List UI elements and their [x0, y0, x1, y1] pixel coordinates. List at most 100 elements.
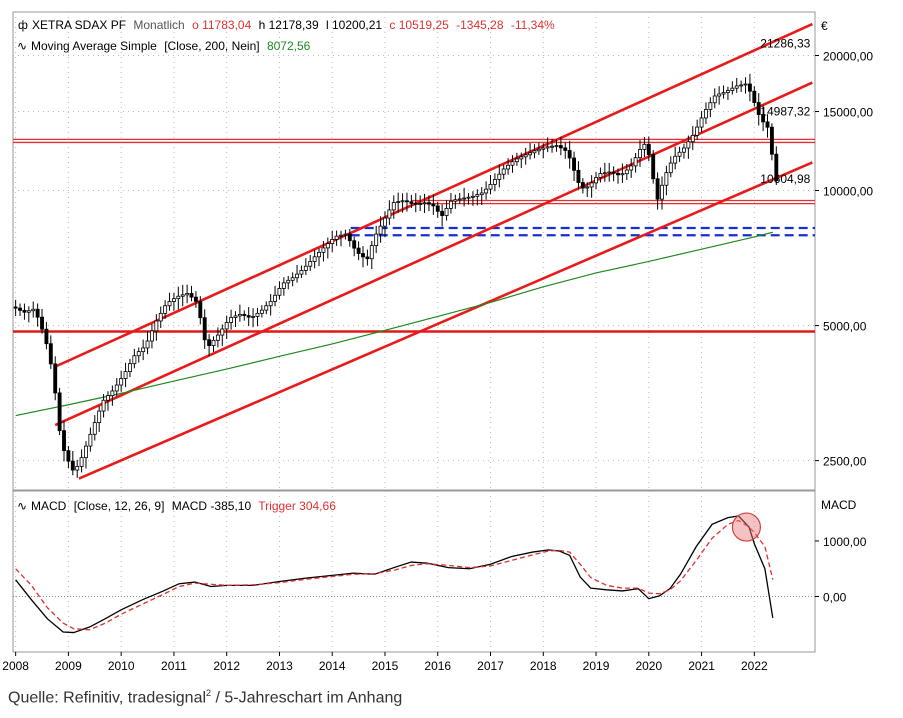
legend-ma-params: [Close, 200, Nein] [164, 39, 259, 53]
candle-body [220, 328, 225, 336]
candle-body [664, 172, 669, 186]
candle-body [57, 392, 62, 432]
candle-body [365, 256, 370, 260]
candle-body [769, 126, 774, 155]
candle-body [62, 430, 66, 452]
price-y-tick-label: 15000,00 [823, 106, 873, 120]
candle-body [352, 240, 357, 249]
candle-body [712, 95, 717, 104]
candle-body [321, 247, 326, 253]
source-caption: Quelle: Refinitiv, tradesignal2 / 5-Jahr… [8, 688, 402, 707]
currency-label: € [821, 19, 828, 33]
candle-body [246, 315, 251, 318]
candle-body [251, 315, 256, 318]
candle-body [523, 154, 528, 158]
price-y-tick-label: 5000,00 [823, 320, 867, 334]
candle-body [435, 205, 440, 212]
price-candles [13, 73, 779, 478]
x-tick-label: 2014 [319, 659, 346, 673]
x-tick-label: 2008 [2, 659, 29, 673]
x-tick-label: 2015 [372, 659, 399, 673]
channel-line [54, 81, 813, 427]
legend-close: c 10519,25 [389, 18, 449, 32]
candle-body [189, 293, 194, 298]
ma-legend-icon: ∿ [17, 39, 27, 53]
channel-line [78, 161, 813, 480]
candle-body [484, 188, 489, 194]
level-annotation: 10604,98 [760, 172, 810, 186]
x-tick-label: 2010 [108, 659, 135, 673]
legend-instrument: XETRA SDAX PF [32, 18, 126, 32]
candle-body [704, 109, 708, 119]
candle-body [255, 312, 260, 317]
candle-body [290, 277, 295, 281]
candle-body [18, 307, 22, 311]
price-horizontal-lines [13, 138, 815, 333]
candle-body [369, 245, 374, 260]
candle-body [132, 355, 137, 365]
candle-body [259, 309, 264, 314]
candle-body [690, 134, 695, 143]
candle-body [536, 148, 541, 152]
candle-body [497, 173, 502, 180]
candle-body [514, 158, 519, 163]
candle-body [405, 200, 409, 203]
candle-body [717, 93, 722, 97]
candle-body [739, 84, 744, 87]
candle-body [171, 298, 176, 302]
candle-body [114, 384, 119, 392]
candle-body [229, 317, 234, 323]
candle-body [532, 150, 537, 154]
x-tick-label: 2011 [161, 659, 187, 673]
candle-body [646, 143, 651, 155]
candle-body [567, 150, 572, 159]
candle-body [242, 313, 247, 317]
candle-body [585, 186, 590, 189]
candle-body [418, 203, 423, 205]
candle-body [308, 261, 313, 267]
candle-body [638, 149, 642, 159]
candle-body [273, 294, 277, 302]
candle-body [594, 177, 598, 184]
legend-change-pct: -11,34% [511, 18, 555, 32]
candle-body [466, 196, 471, 199]
legend-ma-value: 8072,56 [267, 39, 311, 53]
candle-body [747, 83, 752, 92]
candle-body [268, 300, 273, 307]
svg-text:XETRA SDAX PF Monatlich: XETRA SDAX PF Monatlich o 11783,04 h 121… [32, 18, 555, 32]
candle-body [488, 183, 493, 190]
candle-body [756, 102, 761, 115]
candle-body [176, 295, 181, 300]
candle-body [70, 460, 75, 471]
candle-body [730, 87, 735, 91]
candle-body [519, 156, 524, 160]
candle-body [668, 162, 673, 174]
candle-body [444, 207, 449, 216]
x-tick-label: 2022 [741, 659, 768, 673]
candle-body [413, 203, 418, 205]
x-tick-label: 2016 [424, 659, 451, 673]
macd-legend-value: MACD -385,10 [172, 499, 252, 513]
candle-body [286, 279, 291, 284]
candle-body [26, 310, 31, 313]
candle-body [563, 147, 568, 151]
candle-body [31, 308, 36, 312]
candle-body [528, 152, 533, 156]
moving-average-line [15, 231, 773, 417]
candle-body [743, 83, 748, 86]
x-axis: 2008 2009 2010 2011 2012 2013 2014 2015 2016 2017… [2, 652, 768, 673]
candle-body [673, 155, 678, 164]
candle-body [237, 313, 242, 317]
candle-body [448, 200, 453, 209]
price-y-tick-label: 20000,00 [823, 49, 873, 63]
candle-body [79, 457, 84, 467]
legend-interval: Monatlich [133, 18, 184, 32]
candle-body [558, 145, 563, 149]
candle-body [75, 466, 80, 471]
price-y-tick-label: 2500,00 [823, 455, 867, 469]
candle-body [699, 117, 704, 128]
candle-body [682, 147, 686, 153]
candle-body [53, 363, 58, 394]
candle-body [198, 300, 203, 319]
candle-body [607, 171, 612, 174]
